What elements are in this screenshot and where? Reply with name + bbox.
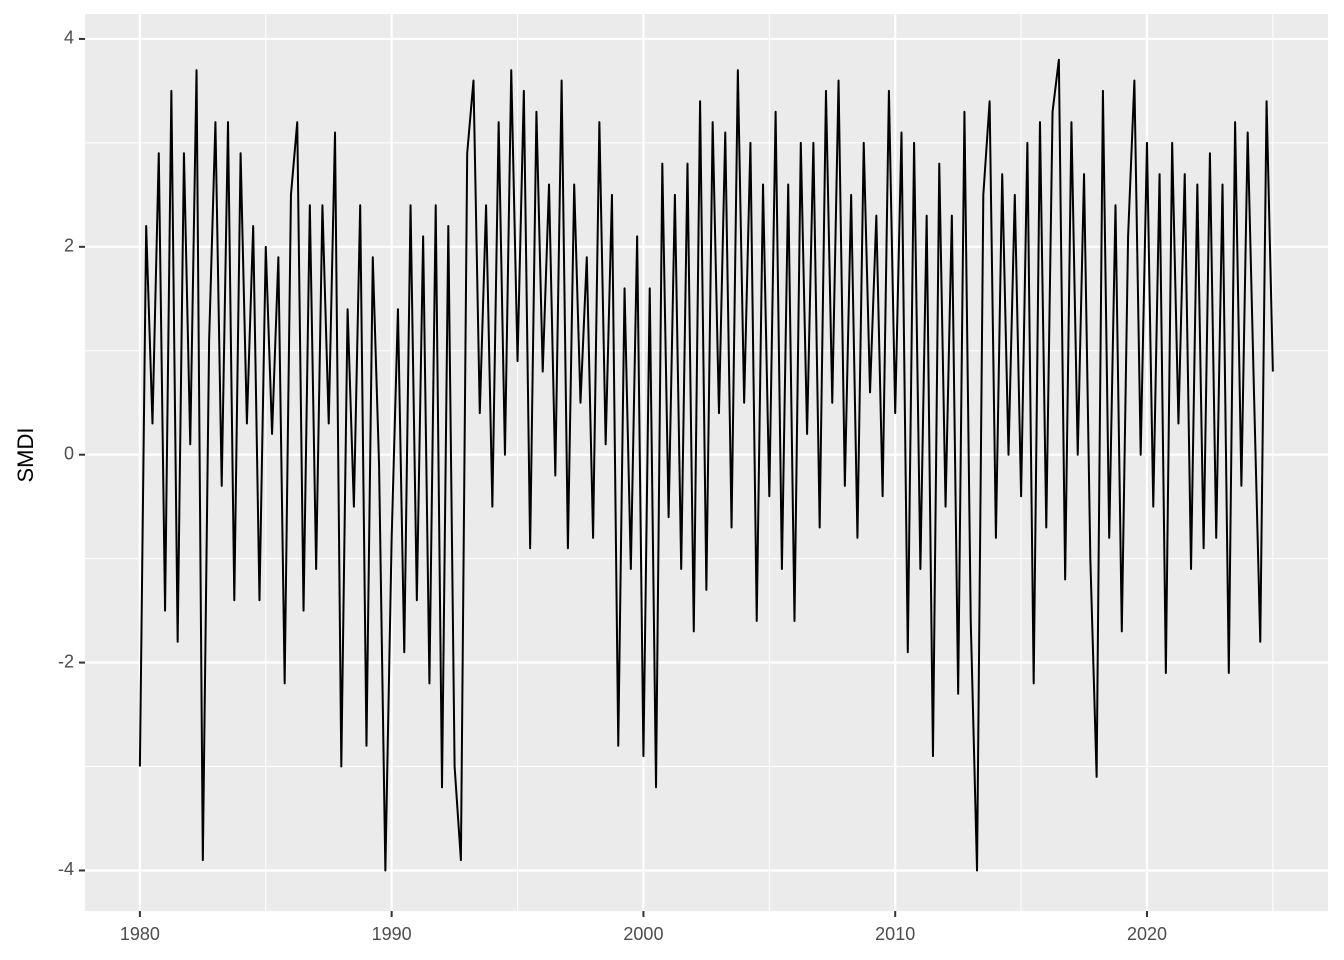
y-tick-label: -2 xyxy=(58,651,74,671)
x-tick-label: 1980 xyxy=(120,924,160,944)
x-tick-label: 2020 xyxy=(1127,924,1167,944)
y-tick-label: 2 xyxy=(64,236,74,256)
y-tick-label: -4 xyxy=(58,859,74,879)
x-tick-label: 2000 xyxy=(623,924,663,944)
panel xyxy=(85,14,1328,911)
x-tick-label: 2010 xyxy=(875,924,915,944)
y-axis-title: SMDI xyxy=(13,428,38,483)
y-tick-label: 4 xyxy=(64,28,74,48)
x-tick-label: 1990 xyxy=(372,924,412,944)
y-tick-label: 0 xyxy=(64,443,74,463)
data-line xyxy=(138,58,1274,872)
